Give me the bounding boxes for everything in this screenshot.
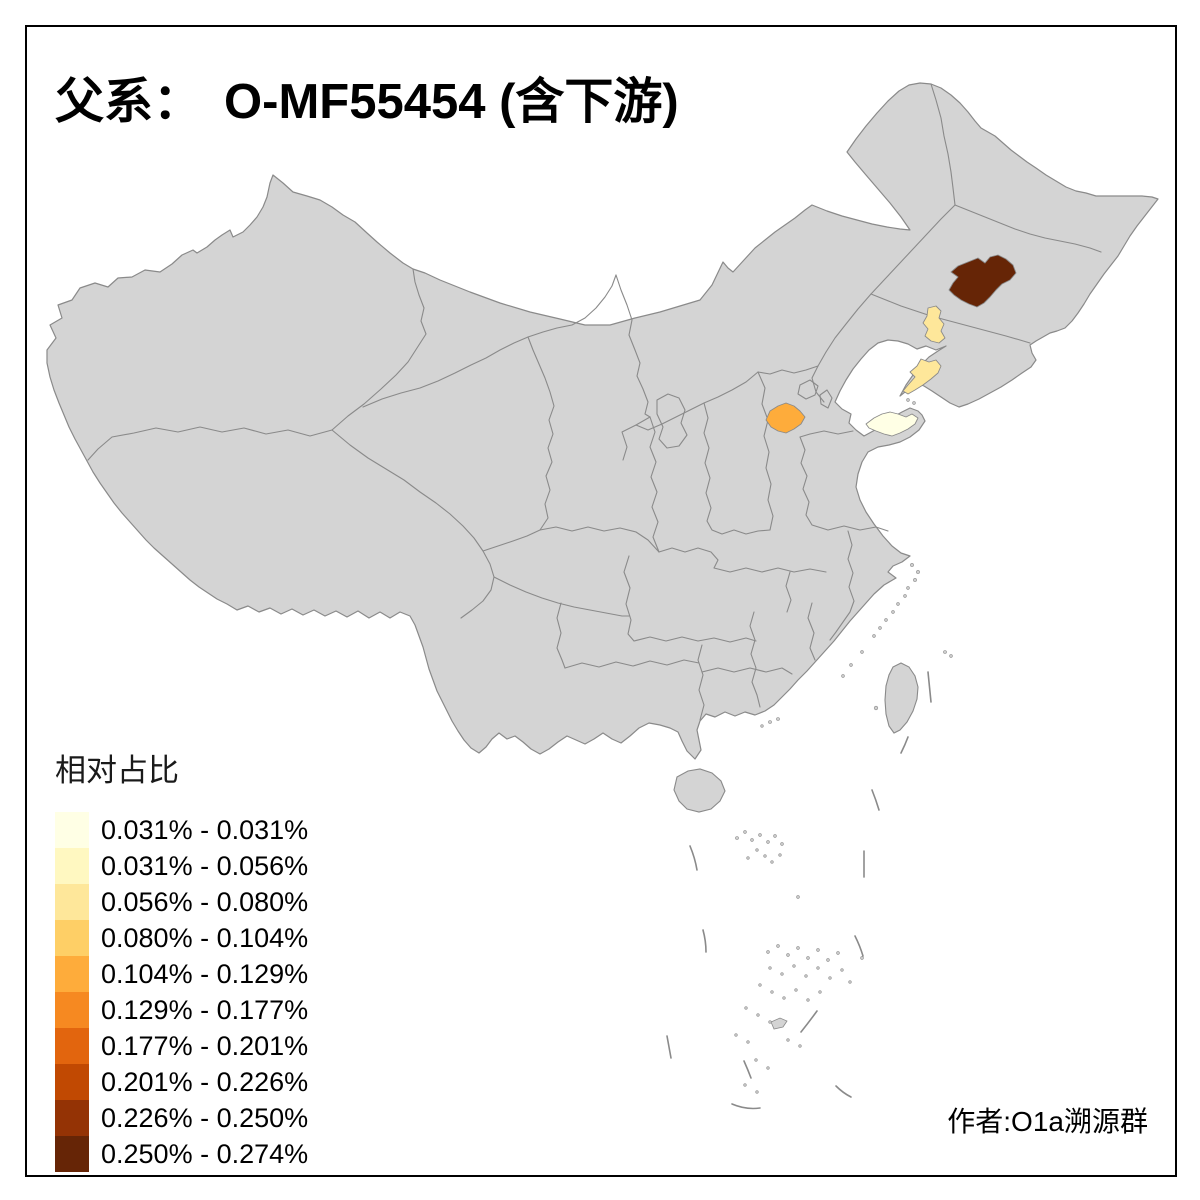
china-mainland bbox=[46, 82, 1159, 760]
hainan-island bbox=[673, 768, 726, 813]
highlighted-regions bbox=[765, 254, 1017, 437]
nine-dash-line-segments bbox=[666, 671, 932, 1110]
islet-dots bbox=[734, 398, 953, 1094]
legend-swatch bbox=[55, 1100, 89, 1136]
map-title-main: O-MF55454 (含下游) bbox=[224, 75, 679, 129]
legend-label: 0.031% - 0.056% bbox=[101, 850, 309, 881]
province-borders bbox=[87, 83, 1102, 721]
legend-row: 0.226% - 0.250% bbox=[55, 1100, 308, 1136]
legend-swatch bbox=[55, 992, 89, 1028]
legend-swatch bbox=[55, 956, 89, 992]
legend-row: 0.104% - 0.129% bbox=[55, 956, 308, 992]
author-attribution: 作者:O1a溯源群 bbox=[947, 1106, 1148, 1137]
region-liaoning-tieling bbox=[922, 305, 946, 344]
taiwan-island bbox=[884, 662, 919, 734]
legend-row: 0.177% - 0.201% bbox=[55, 1028, 308, 1064]
legend-label: 0.250% - 0.274% bbox=[101, 1138, 309, 1169]
legend-row: 0.080% - 0.104% bbox=[55, 920, 308, 956]
south-sea-islet bbox=[770, 1017, 788, 1030]
legend-label: 0.104% - 0.129% bbox=[101, 958, 309, 989]
region-jilin-changchun bbox=[948, 254, 1017, 308]
legend-row: 0.129% - 0.177% bbox=[55, 992, 308, 1028]
legend-label: 0.177% - 0.201% bbox=[101, 1030, 309, 1061]
legend-swatch bbox=[55, 1064, 89, 1100]
legend-label: 0.201% - 0.226% bbox=[101, 1066, 309, 1097]
plot-border bbox=[25, 25, 1177, 1177]
legend-title: 相对占比 bbox=[55, 753, 179, 788]
region-shandong-yantai bbox=[865, 411, 919, 437]
legend-swatch bbox=[55, 812, 89, 848]
legend-label: 0.080% - 0.104% bbox=[101, 922, 309, 953]
map-title: 父系： O-MF55454 (含下游) bbox=[55, 62, 679, 133]
legend-row: 0.031% - 0.056% bbox=[55, 848, 308, 884]
legend-label: 0.056% - 0.080% bbox=[101, 886, 309, 917]
region-liaoning-dalian bbox=[902, 358, 942, 395]
region-hebei-central bbox=[765, 402, 806, 434]
legend: 相对占比 0.031% - 0.031% 0.031% - 0.056% 0.0… bbox=[55, 745, 308, 1172]
legend-row: 0.056% - 0.080% bbox=[55, 884, 308, 920]
map-title-prefix: 父系： bbox=[55, 74, 203, 129]
legend-label: 0.226% - 0.250% bbox=[101, 1102, 309, 1133]
legend-row: 0.201% - 0.226% bbox=[55, 1064, 308, 1100]
islands bbox=[673, 662, 919, 1030]
legend-row: 0.031% - 0.031% bbox=[55, 812, 308, 848]
legend-label: 0.031% - 0.031% bbox=[101, 814, 309, 845]
legend-swatch bbox=[55, 920, 89, 956]
legend-row: 0.250% - 0.274% bbox=[55, 1136, 308, 1172]
legend-swatch bbox=[55, 884, 89, 920]
legend-swatch bbox=[55, 1028, 89, 1064]
legend-rows: 0.031% - 0.031% 0.031% - 0.056% 0.056% -… bbox=[55, 812, 308, 1172]
legend-swatch bbox=[55, 1136, 89, 1172]
legend-swatch bbox=[55, 848, 89, 884]
legend-label: 0.129% - 0.177% bbox=[101, 994, 309, 1025]
